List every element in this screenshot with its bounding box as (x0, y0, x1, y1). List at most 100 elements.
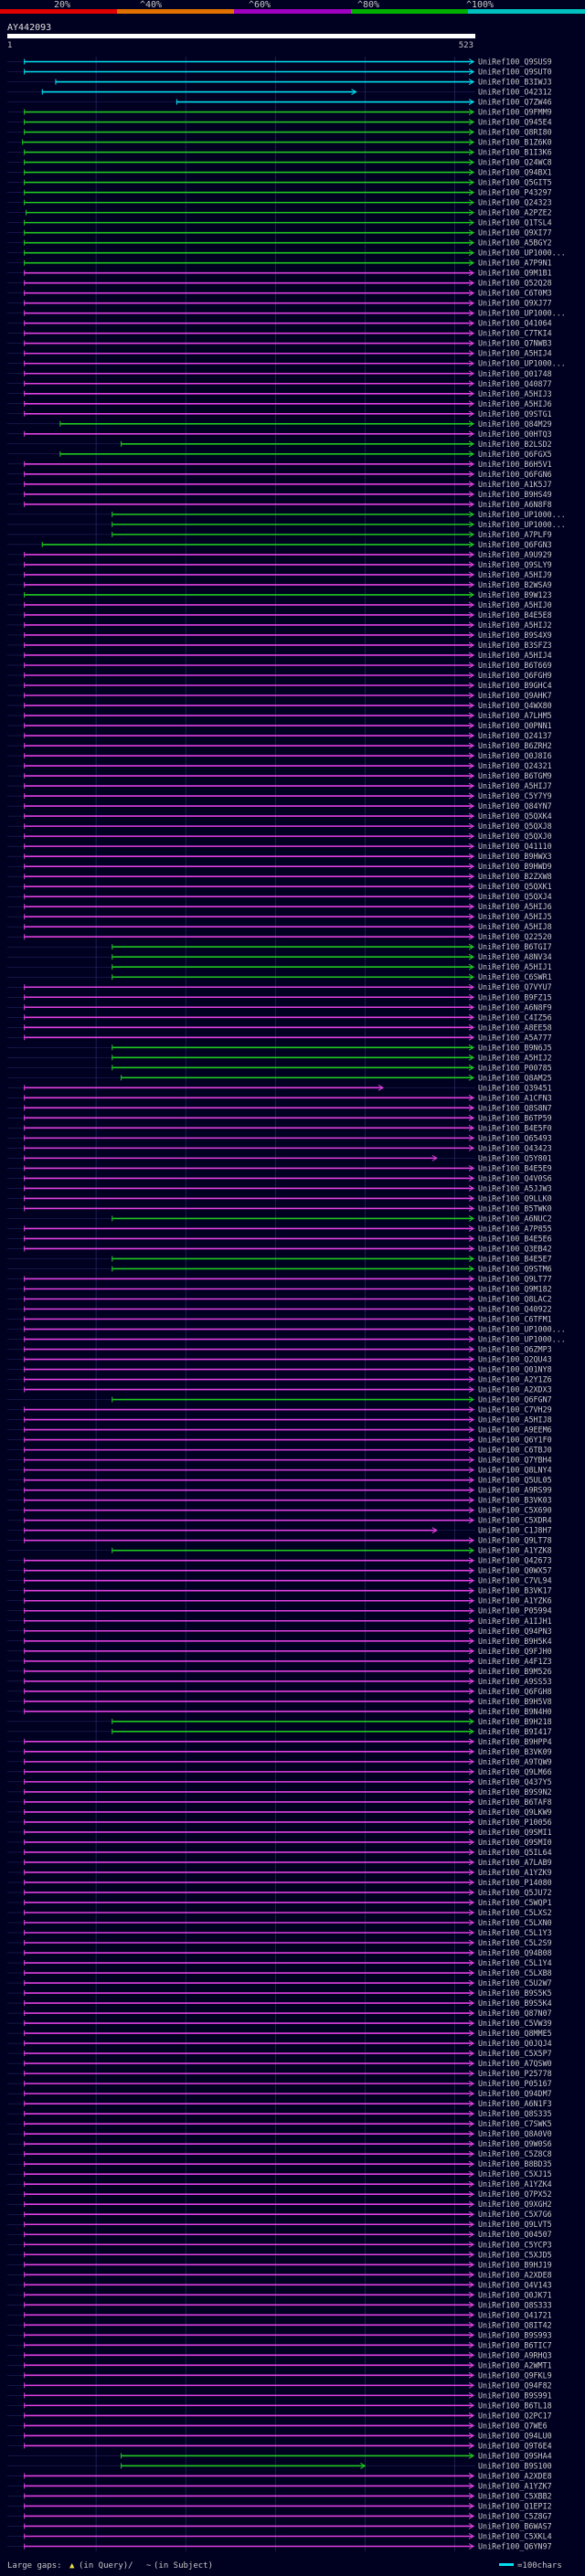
hit-label[interactable]: UniRef100_Q0JQJ4 (478, 2039, 552, 2048)
hit-label[interactable]: UniRef100_C5L2S9 (478, 1938, 552, 1947)
hit-row[interactable] (24, 792, 475, 800)
hit-row[interactable] (24, 1286, 475, 1292)
hit-label[interactable]: UniRef100_B9GHC4 (478, 681, 552, 690)
hit-label[interactable]: UniRef100_Q5JU72 (478, 1888, 552, 1897)
hit-row[interactable] (24, 1336, 475, 1342)
hit-row[interactable] (24, 782, 475, 790)
hit-row[interactable] (24, 742, 475, 749)
hit-label[interactable]: UniRef100_Q84YN7 (478, 801, 552, 811)
hit-row[interactable] (24, 1094, 475, 1101)
hit-row[interactable] (24, 2401, 475, 2409)
hit-row[interactable] (24, 752, 475, 759)
hit-label[interactable]: UniRef100_B6TAF8 (478, 1797, 552, 1807)
hit-row[interactable] (24, 340, 475, 347)
hit-label[interactable]: UniRef100_Q40922 (478, 1305, 552, 1314)
hit-row[interactable] (22, 139, 475, 145)
hit-row[interactable] (24, 2060, 475, 2067)
hit-row[interactable] (24, 1246, 475, 1252)
hit-row[interactable] (24, 1366, 475, 1373)
hit-row[interactable] (24, 631, 475, 639)
hit-label[interactable]: UniRef100_P43297 (478, 188, 552, 197)
hit-row[interactable] (24, 2241, 475, 2248)
hit-label[interactable]: UniRef100_Q8S333 (478, 2300, 552, 2309)
hit-row[interactable] (24, 2040, 475, 2047)
hit-row[interactable] (112, 1044, 475, 1051)
hit-label[interactable]: UniRef100_Q6FGN7 (478, 1395, 552, 1405)
hit-label[interactable]: UniRef100_Q94BX1 (478, 168, 552, 177)
hit-row[interactable] (41, 541, 475, 548)
hit-row[interactable] (24, 1164, 475, 1171)
hit-label[interactable]: UniRef100_Q01748 (478, 369, 552, 378)
hit-label[interactable]: UniRef100_Q7WE6 (478, 2421, 548, 2430)
hit-row[interactable] (24, 611, 475, 619)
hit-row[interactable] (24, 1154, 438, 1161)
hit-label[interactable]: UniRef100_Q9FKL9 (478, 2370, 552, 2380)
hit-label[interactable]: UniRef100_C7VL94 (478, 1576, 552, 1585)
hit-label[interactable]: UniRef100_A1YZK9 (478, 1868, 552, 1877)
hit-label[interactable]: UniRef100_B9HS49 (478, 490, 552, 499)
hit-row[interactable] (24, 2170, 475, 2178)
hit-label[interactable]: UniRef100_UP1000... (478, 510, 566, 519)
hit-label[interactable]: UniRef100_Q9LKW9 (478, 1807, 552, 1817)
hit-row[interactable] (24, 2160, 475, 2168)
hit-row[interactable] (24, 2442, 475, 2449)
hit-label[interactable]: UniRef100_Q41721 (478, 2310, 552, 2319)
hit-label[interactable]: UniRef100_B6H5V1 (478, 460, 552, 469)
hit-label[interactable]: UniRef100_Q5UL05 (478, 1476, 552, 1485)
hit-row[interactable] (24, 189, 475, 196)
hit-label[interactable]: UniRef100_Q5Y801 (478, 1153, 552, 1162)
hit-label[interactable]: UniRef100_Q9SHA4 (478, 2451, 552, 2460)
hit-label[interactable]: UniRef100_Q8S8N7 (478, 1103, 552, 1112)
hit-label[interactable]: UniRef100_B9HPP4 (478, 1737, 552, 1746)
hit-label[interactable]: UniRef100_C6SWR1 (478, 972, 552, 981)
hit-label[interactable]: UniRef100_A5HIJ7 (478, 781, 552, 790)
hit-row[interactable] (24, 1668, 475, 1675)
hit-label[interactable]: UniRef100_Q9SUT0 (478, 68, 552, 77)
hit-label[interactable]: UniRef100_UP1000... (478, 309, 566, 318)
hit-row[interactable] (24, 873, 475, 880)
hit-label[interactable]: UniRef100_Q43423 (478, 1143, 552, 1152)
hit-label[interactable]: UniRef100_A5HIJ5 (478, 912, 552, 921)
hit-row[interactable] (24, 832, 475, 840)
hit-label[interactable]: UniRef100_B6TIC7 (478, 2340, 552, 2349)
hit-row[interactable] (24, 1507, 475, 1514)
hit-row[interactable] (24, 1225, 475, 1232)
hit-label[interactable]: UniRef100_Q1TSL4 (478, 218, 552, 228)
hit-row[interactable] (24, 1497, 475, 1504)
hit-label[interactable]: UniRef100_Q94DM7 (478, 2089, 552, 2098)
hit-label[interactable]: UniRef100_B5TWK0 (478, 1203, 552, 1213)
hit-row[interactable] (24, 1607, 475, 1615)
hit-label[interactable]: UniRef100_Q0WX57 (478, 1566, 552, 1575)
hit-row[interactable] (24, 1617, 475, 1625)
hit-label[interactable]: UniRef100_C5XKL4 (478, 2531, 552, 2540)
hit-row[interactable] (24, 1194, 475, 1202)
hit-label[interactable]: UniRef100_A5BGY2 (478, 239, 552, 248)
hit-label[interactable]: UniRef100_Q5QXK1 (478, 882, 552, 891)
hit-label[interactable]: UniRef100_Q87N07 (478, 2009, 552, 2018)
hit-row[interactable] (24, 1174, 475, 1182)
hit-row[interactable] (24, 1748, 475, 1755)
hit-label[interactable]: UniRef100_B2LSD2 (478, 440, 552, 449)
hit-label[interactable]: UniRef100_Q0HTQ3 (478, 429, 552, 439)
hit-label[interactable]: UniRef100_Q52Q28 (478, 279, 552, 288)
hit-row[interactable] (24, 410, 475, 418)
hit-row[interactable] (24, 1768, 475, 1776)
hit-row[interactable] (24, 1808, 475, 1816)
hit-label[interactable]: UniRef100_Q94F82 (478, 2380, 552, 2390)
hit-row[interactable] (24, 662, 475, 669)
hit-row[interactable] (24, 481, 475, 488)
hit-row[interactable] (24, 1346, 475, 1352)
hit-label[interactable]: UniRef100_Q6FGH9 (478, 671, 552, 680)
hit-row[interactable] (24, 652, 475, 659)
hit-row[interactable] (24, 2341, 475, 2348)
hit-label[interactable]: UniRef100_C7TKI4 (478, 329, 552, 338)
hit-row[interactable] (24, 2281, 475, 2288)
hit-row[interactable] (24, 1296, 475, 1302)
hit-row[interactable] (24, 2412, 475, 2419)
hit-label[interactable]: UniRef100_C6TFM1 (478, 1315, 552, 1324)
hit-row[interactable] (24, 853, 475, 860)
hit-row[interactable] (121, 440, 475, 448)
hit-label[interactable]: UniRef100_P05994 (478, 1606, 552, 1616)
hit-label[interactable]: UniRef100_A5HIJ0 (478, 600, 552, 610)
hit-row[interactable] (24, 1798, 475, 1806)
